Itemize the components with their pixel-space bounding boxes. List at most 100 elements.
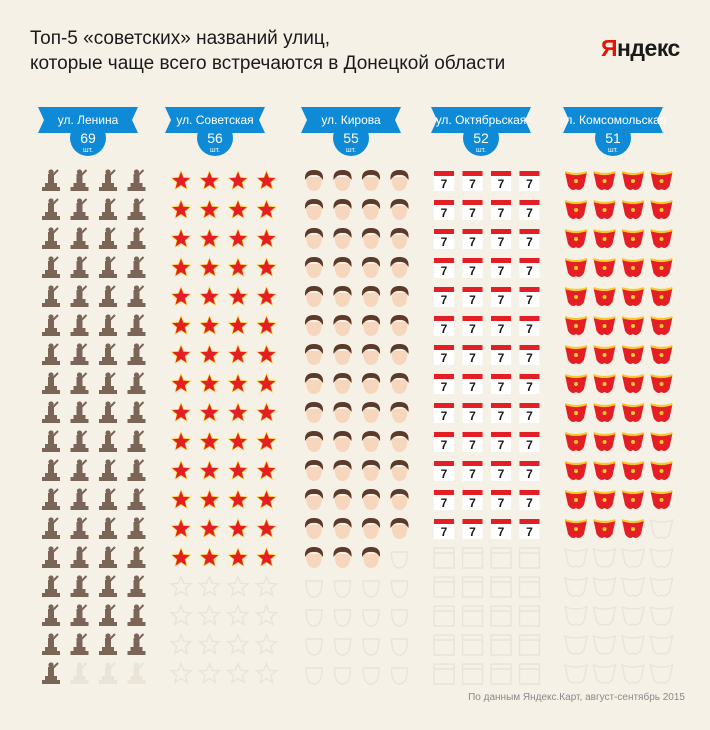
unit-label: шт. — [608, 147, 618, 154]
banner-icon — [621, 489, 645, 509]
data-label: 52 — [473, 130, 489, 146]
monument-icon — [99, 227, 117, 249]
banner-icon — [593, 460, 616, 480]
banner-icon — [564, 489, 588, 509]
star-icon — [256, 344, 277, 364]
face-icon — [304, 518, 324, 539]
face-icon — [304, 373, 324, 394]
calendar-icon: 7 — [491, 432, 511, 452]
banner-icon — [564, 431, 588, 451]
calendar-digit: 7 — [469, 496, 476, 510]
face-icon — [390, 460, 409, 481]
star-icon — [170, 402, 192, 422]
empty-slot-icon — [433, 663, 455, 685]
banner-icon — [564, 518, 588, 538]
empty-slot-icon — [490, 663, 512, 685]
unit-label: шт. — [476, 147, 486, 154]
title-line-2: которые чаще всего встречаются в Донецко… — [30, 53, 506, 74]
empty-slot-icon — [461, 634, 484, 656]
brand-logo-first: Я — [601, 35, 618, 61]
banner-icon — [621, 373, 645, 393]
calendar-digit: 7 — [526, 438, 533, 452]
calendar-digit: 7 — [498, 496, 505, 510]
banner-icon — [621, 170, 645, 190]
star-icon — [227, 518, 249, 538]
empty-slot-icon — [433, 576, 455, 598]
monument-icon — [99, 256, 117, 278]
calendar-icon: 7 — [491, 229, 511, 249]
face-icon — [333, 402, 352, 423]
face-icon — [333, 460, 352, 481]
calendar-icon: 7 — [519, 403, 540, 423]
calendar-icon: 7 — [434, 229, 454, 249]
banner-icon — [593, 373, 616, 393]
calendar-icon: 7 — [519, 519, 540, 539]
unit-label: шт. — [346, 147, 356, 154]
calendar-icon: 7 — [491, 403, 511, 423]
calendar-icon: 7 — [434, 374, 454, 394]
star-icon — [227, 257, 249, 277]
calendar-digit: 7 — [469, 177, 476, 191]
face-icon — [390, 344, 409, 365]
monument-icon — [42, 430, 60, 452]
star-icon — [256, 228, 277, 248]
calendar-digit: 7 — [526, 496, 533, 510]
calendar-icon: 7 — [434, 519, 454, 539]
empty-slot-icon — [197, 574, 222, 598]
empty-slot-icon — [649, 634, 674, 655]
monument-icon — [70, 256, 89, 278]
banner-icon — [621, 286, 645, 306]
star-icon — [227, 431, 249, 451]
monument-icon — [70, 604, 89, 626]
banner-icon — [564, 286, 588, 306]
empty-slot-icon — [305, 638, 323, 656]
star-icon — [170, 547, 192, 567]
title-line-1: Топ-5 «советских» названий улиц, — [30, 28, 331, 49]
empty-slot-icon — [592, 634, 617, 655]
data-label: 55 — [343, 130, 359, 146]
star-icon — [199, 199, 220, 219]
face-icon — [390, 431, 409, 452]
monument-icon — [127, 459, 146, 481]
monument-icon — [99, 546, 117, 568]
star-icon — [199, 170, 220, 190]
empty-slot-icon — [305, 667, 323, 685]
calendar-icon: 7 — [519, 258, 540, 278]
banner-icon — [564, 170, 588, 190]
calendar-digit: 7 — [469, 293, 476, 307]
empty-slot-icon — [362, 638, 380, 656]
calendar-digit: 7 — [469, 206, 476, 220]
chart-title: Топ-5 «советских» названий улиц, которые… — [30, 26, 505, 76]
calendar-icon: 7 — [519, 374, 540, 394]
empty-slot-icon — [433, 634, 455, 656]
empty-slot-icon — [649, 518, 674, 539]
calendar-digit: 7 — [441, 351, 448, 365]
star-icon — [256, 199, 277, 219]
star-icon — [170, 431, 192, 451]
data-label: 56 — [207, 130, 223, 146]
calendar-icon: 7 — [434, 200, 454, 220]
monument-icon — [70, 546, 89, 568]
monument-icon — [127, 430, 146, 452]
banner-icon — [621, 315, 645, 335]
calendar-digit: 7 — [526, 235, 533, 249]
calendar-digit: 7 — [498, 351, 505, 365]
calendar-icon: 7 — [491, 200, 511, 220]
face-icon — [333, 228, 352, 249]
category-label: ул. Ленина — [58, 113, 119, 127]
calendar-digit: 7 — [469, 380, 476, 394]
face-icon — [390, 257, 409, 278]
face-icon — [361, 199, 381, 220]
banner-icon — [621, 460, 645, 480]
empty-slot-icon — [197, 661, 222, 685]
monument-icon — [70, 488, 89, 510]
monument-icon — [99, 372, 117, 394]
empty-slot-icon — [518, 605, 541, 627]
banner-icon — [621, 431, 645, 451]
empty-slot-icon — [564, 605, 588, 626]
calendar-icon: 7 — [462, 432, 483, 452]
banner-icon — [650, 199, 673, 219]
star-icon — [256, 286, 277, 306]
